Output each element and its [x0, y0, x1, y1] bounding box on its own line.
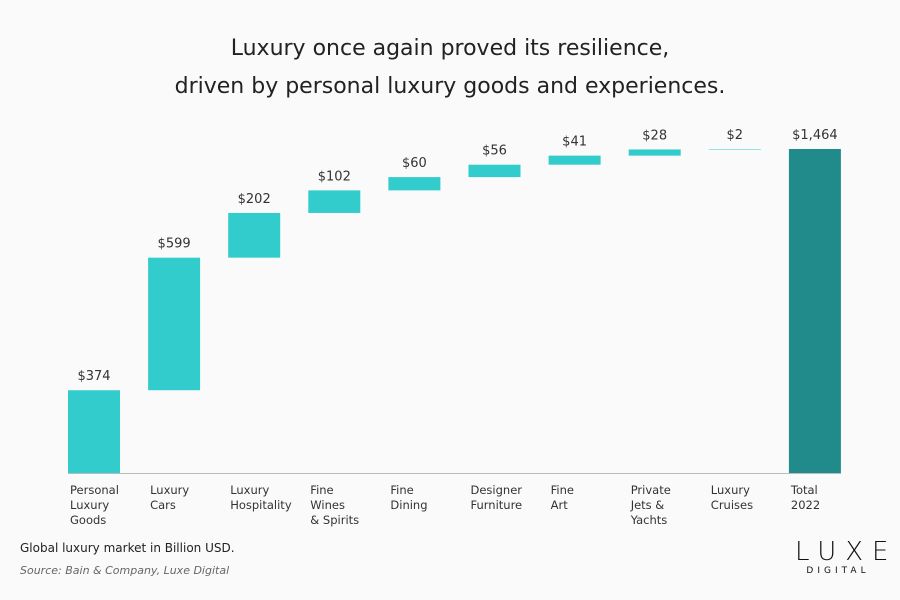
- data-label: $28: [642, 128, 667, 143]
- category-label-line: & Spirits: [310, 513, 359, 527]
- data-label: $202: [238, 192, 271, 207]
- category-label-line: Luxury: [230, 483, 269, 497]
- category-label-line: Hospitality: [230, 498, 292, 512]
- source-note: Source: Bain & Company, Luxe Digital: [20, 564, 230, 577]
- category-label-line: Fine: [310, 483, 333, 497]
- category-label: Fine Art: [551, 483, 574, 512]
- title-line-1: Luxury once again proved its resilience,: [230, 36, 670, 61]
- category-label-line: Total: [790, 483, 818, 497]
- chart-title: Luxury once again proved its resilience,…: [0, 30, 900, 106]
- category-label-line: Cruises: [711, 498, 753, 512]
- category-label: Personal Luxury Goods: [70, 483, 119, 527]
- category-label-line: Luxury: [711, 483, 750, 497]
- logo-line-2: DIGITAL: [806, 566, 870, 576]
- data-label: $102: [318, 169, 351, 184]
- increment-bar: [548, 155, 601, 165]
- category-label-line: Goods: [70, 513, 106, 527]
- data-label: $60: [402, 156, 427, 171]
- category-label-line: Jets &: [630, 498, 665, 512]
- increment-bar: [148, 257, 201, 391]
- category-label-line: Luxury: [150, 483, 189, 497]
- category-label-line: Wines: [310, 498, 345, 512]
- data-label: $374: [77, 369, 110, 384]
- category-label: Designer Furniture: [471, 483, 523, 512]
- luxe-digital-logo: LUXE DIGITAL: [786, 537, 898, 576]
- data-label: $56: [482, 144, 507, 159]
- logo-line-1: LUXE: [795, 537, 898, 567]
- increment-bar: [628, 149, 681, 156]
- increment-bar: [468, 164, 521, 178]
- category-label: Total 2022: [790, 483, 820, 512]
- category-label-line: Private: [631, 483, 671, 497]
- category-label-line: Fine: [551, 483, 574, 497]
- category-label: Luxury Cars: [150, 483, 189, 512]
- title-line-2: driven by personal luxury goods and expe…: [174, 74, 726, 99]
- category-label: Fine Dining: [390, 483, 427, 512]
- category-label-line: Fine: [390, 483, 413, 497]
- category-label: Luxury Cruises: [711, 483, 753, 512]
- category-label-line: Cars: [150, 498, 176, 512]
- category-label: Luxury Hospitality: [230, 483, 292, 512]
- increment-bar: [388, 177, 441, 191]
- data-label: $599: [158, 237, 191, 252]
- category-label-line: Designer: [471, 483, 523, 497]
- increment-bar: [68, 390, 120, 473]
- increment-bar: [308, 190, 361, 213]
- total-bar: [788, 149, 841, 473]
- data-label: $41: [562, 135, 587, 150]
- increment-bar: [708, 149, 761, 150]
- data-label: $1,464: [792, 128, 838, 143]
- category-label-line: Personal: [70, 483, 119, 497]
- increment-bar: [228, 212, 281, 258]
- data-label: $2: [727, 128, 744, 143]
- category-label: Fine Wines & Spirits: [310, 483, 359, 527]
- category-label-line: Art: [551, 498, 569, 512]
- category-label-line: Dining: [390, 498, 427, 512]
- units-note: Global luxury market in Billion USD.: [20, 541, 235, 555]
- category-label-line: Luxury: [70, 498, 109, 512]
- category-label-line: Yachts: [630, 513, 668, 527]
- category-label-line: Furniture: [471, 498, 523, 512]
- category-label: Private Jets & Yachts: [630, 483, 671, 527]
- category-label-line: 2022: [791, 498, 820, 512]
